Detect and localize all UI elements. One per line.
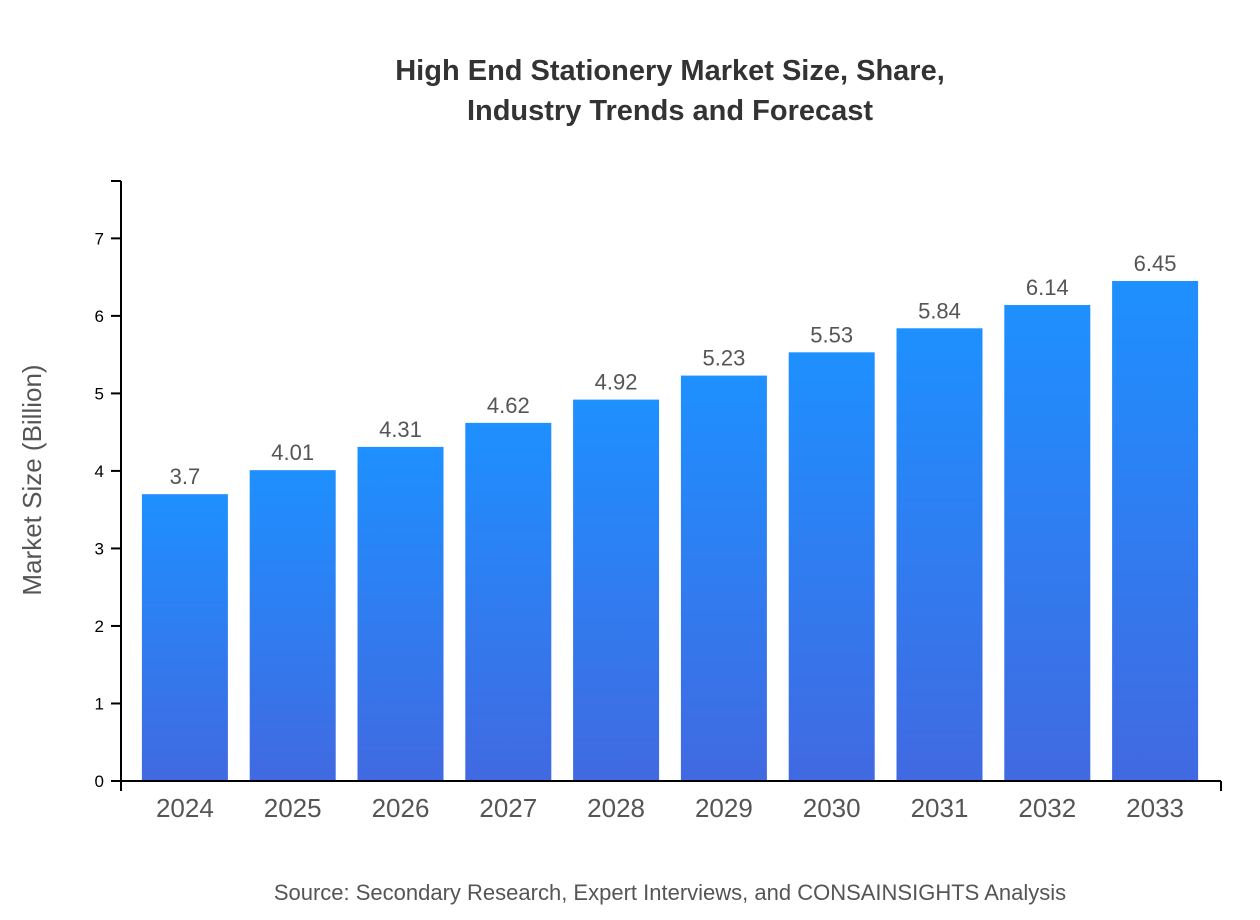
x-tick-label-2032: 2032 <box>1018 793 1076 823</box>
y-tick-label-1: 1 <box>95 694 104 713</box>
y-tick-label-4: 4 <box>95 462 104 481</box>
bar-2026 <box>357 446 444 781</box>
data-label-2030: 5.53 <box>810 322 853 347</box>
data-label-2026: 4.31 <box>379 417 422 442</box>
bar-2027 <box>465 422 552 781</box>
chart-title-line-1: High End Stationery Market Size, Share, <box>395 55 945 87</box>
x-tick-label-2024: 2024 <box>156 793 214 823</box>
bar-2030 <box>788 352 875 781</box>
bar-2029 <box>680 375 767 781</box>
y-tick-label-5: 5 <box>95 384 104 403</box>
source-note: Source: Secondary Research, Expert Inter… <box>274 880 1066 905</box>
chart-title-line-2: Industry Trends and Forecast <box>467 95 873 127</box>
y-tick-label-7: 7 <box>95 229 104 248</box>
data-label-2025: 4.01 <box>271 440 314 465</box>
bar-2032 <box>1004 305 1091 781</box>
x-tick-label-2029: 2029 <box>695 793 753 823</box>
x-tick-label-2025: 2025 <box>264 793 322 823</box>
x-tick-label-2028: 2028 <box>587 793 645 823</box>
data-label-2028: 4.92 <box>595 370 638 395</box>
data-label-2032: 6.14 <box>1026 275 1069 300</box>
bar-2031 <box>896 328 983 781</box>
y-tick-label-2: 2 <box>95 617 104 636</box>
y-tick-label-6: 6 <box>95 307 104 326</box>
x-tick-label-2033: 2033 <box>1126 793 1184 823</box>
bar-2028 <box>573 399 660 781</box>
bar-2025 <box>249 470 336 781</box>
x-tick-label-2026: 2026 <box>372 793 430 823</box>
y-tick-label-3: 3 <box>95 539 104 558</box>
data-label-2027: 4.62 <box>487 393 530 418</box>
bar-2024 <box>141 494 228 781</box>
data-label-2024: 3.7 <box>170 464 201 489</box>
x-tick-label-2027: 2027 <box>479 793 537 823</box>
bar-2033 <box>1112 281 1199 781</box>
x-tick-label-2030: 2030 <box>803 793 861 823</box>
y-tick-label-0: 0 <box>95 772 104 791</box>
data-label-2029: 5.23 <box>702 346 745 371</box>
data-label-2031: 5.84 <box>918 298 961 323</box>
data-label-2033: 6.45 <box>1134 251 1177 276</box>
y-axis-label: Market Size (Billion) <box>17 364 47 595</box>
x-tick-label-2031: 2031 <box>911 793 969 823</box>
